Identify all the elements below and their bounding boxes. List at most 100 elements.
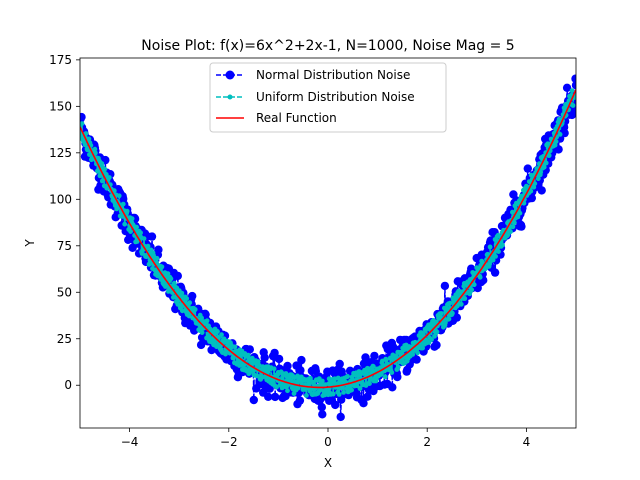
y-tick-label: 50 <box>57 285 72 299</box>
legend-box <box>209 62 447 133</box>
uniform-noise-point <box>557 132 563 137</box>
uniform-noise-point <box>528 188 534 194</box>
uniform-noise-point <box>254 373 260 379</box>
uniform-noise-point <box>199 315 205 321</box>
uniform-noise-point <box>532 181 538 187</box>
normal-noise-point <box>274 354 284 364</box>
uniform-noise-point <box>92 146 98 152</box>
uniform-noise-point <box>512 220 517 226</box>
uniform-noise-point <box>215 329 220 334</box>
uniform-noise-point <box>493 254 498 259</box>
uniform-noise-point <box>141 236 147 242</box>
series-real-function <box>80 89 576 389</box>
normal-noise-point <box>283 361 292 371</box>
uniform-noise-point <box>165 271 171 276</box>
uniform-noise-point <box>420 345 425 351</box>
uniform-noise-point <box>179 290 185 296</box>
y-tick-label: 0 <box>64 378 72 392</box>
uniform-noise-point <box>552 142 558 148</box>
uniform-noise-point <box>129 216 135 222</box>
y-axis-label: Y <box>23 239 37 248</box>
normal-noise-point <box>527 193 536 203</box>
uniform-noise-point <box>80 121 85 126</box>
uniform-noise-point <box>462 296 468 301</box>
normal-noise-point <box>336 412 345 422</box>
normal-noise-point <box>264 392 273 401</box>
normal-noise-point <box>296 366 305 375</box>
legend-label-uniform: Uniform Distribution Noise <box>256 90 415 104</box>
uniform-noise-point <box>490 257 496 263</box>
normal-noise-point <box>571 81 576 90</box>
normal-noise-point <box>270 392 280 402</box>
uniform-noise-point <box>103 172 109 177</box>
uniform-noise-point <box>83 131 89 136</box>
uniform-noise-point <box>159 264 165 270</box>
uniform-noise-point <box>168 276 174 282</box>
uniform-noise-point <box>145 243 151 249</box>
uniform-noise-point <box>285 388 290 394</box>
normal-noise-point <box>297 355 306 365</box>
uniform-noise-point <box>439 311 444 316</box>
uniform-noise-point <box>319 378 325 384</box>
uniform-noise-point <box>106 175 112 180</box>
x-axis-ticks: −4 −2 0 2 4 <box>121 428 530 449</box>
uniform-noise-point <box>192 307 198 312</box>
normal-noise-point <box>569 109 576 118</box>
uniform-noise-point <box>245 352 251 358</box>
uniform-noise-point <box>349 387 354 393</box>
uniform-noise-point <box>86 136 92 142</box>
normal-noise-point <box>517 222 526 231</box>
uniform-noise-point <box>429 337 434 342</box>
uniform-noise-point <box>336 392 342 397</box>
legend: Normal Distribution Noise Uniform Distri… <box>209 62 447 133</box>
uniform-noise-point <box>371 364 376 369</box>
uniform-noise-point <box>128 229 134 235</box>
uniform-noise-point <box>345 374 350 379</box>
uniform-noise-point <box>199 330 205 335</box>
uniform-noise-point <box>330 391 336 397</box>
normal-noise-point <box>440 281 450 291</box>
y-tick-label: 25 <box>57 332 72 346</box>
uniform-noise-point <box>446 316 452 322</box>
uniform-noise-point <box>543 160 549 166</box>
x-tick-label: 4 <box>523 435 531 449</box>
uniform-noise-point <box>154 255 160 261</box>
uniform-noise-point <box>570 103 576 108</box>
uniform-noise-point <box>458 301 464 307</box>
y-tick-label: 125 <box>49 146 72 160</box>
uniform-noise-point <box>553 139 559 145</box>
normal-noise-point <box>359 399 368 408</box>
y-tick-label: 150 <box>49 99 72 113</box>
legend-label-real: Real Function <box>256 111 337 125</box>
normal-noise-point <box>370 351 379 361</box>
normal-noise-point <box>560 128 569 138</box>
normal-noise-point <box>335 359 344 369</box>
uniform-noise-point <box>450 310 455 316</box>
uniform-noise-point <box>546 153 552 158</box>
uniform-noise-point <box>569 88 575 94</box>
x-tick-label: −2 <box>220 435 238 449</box>
uniform-noise-point <box>382 374 388 380</box>
chart-title: Noise Plot: f(x)=6x^2+2x-1, N=1000, Nois… <box>141 38 514 54</box>
uniform-noise-point <box>304 393 309 398</box>
legend-entry-uniform: Uniform Distribution Noise <box>216 90 415 104</box>
x-tick-label: 2 <box>423 435 431 449</box>
uniform-noise-point <box>102 166 108 172</box>
uniform-noise-point <box>447 300 453 306</box>
uniform-noise-point <box>232 344 238 350</box>
normal-noise-point <box>537 186 546 195</box>
normal-noise-point <box>393 372 402 382</box>
normal-noise-point <box>363 392 372 401</box>
uniform-noise-point <box>389 370 395 375</box>
normal-noise-point <box>260 353 269 362</box>
uniform-noise-point <box>184 296 190 301</box>
normal-noise-point <box>554 145 563 154</box>
normal-noise-point <box>412 355 421 364</box>
uniform-noise-point <box>541 164 547 170</box>
uniform-noise-point <box>500 242 505 248</box>
normal-noise-point <box>452 313 461 322</box>
uniform-noise-point <box>496 249 501 255</box>
uniform-noise-point <box>249 355 255 361</box>
x-axis-label: X <box>324 456 332 470</box>
uniform-noise-point <box>111 188 117 194</box>
